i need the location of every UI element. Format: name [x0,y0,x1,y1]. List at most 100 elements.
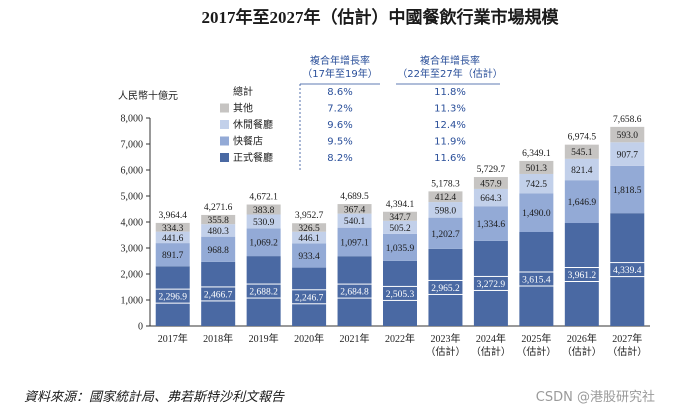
data-label: 2,466.7 [204,290,233,300]
data-label: 1,069.2 [249,239,278,249]
bar-segment [519,160,554,174]
data-label: 334.3 [162,224,184,234]
x-tick-note: （估計） [562,345,602,358]
bar-segment [428,202,463,218]
total-label: 6,349.1 [522,149,551,159]
x-tick-label: 2017年 [158,332,188,345]
x-tick-label: 2026年 [567,332,597,345]
total-label: 6,974.5 [568,133,597,143]
data-label: 412.4 [435,193,457,203]
total-label: 4,394.1 [386,200,415,210]
value-label-box [424,279,466,295]
bar-segment [246,228,281,257]
x-tick-label: 2020年 [294,332,324,345]
data-label: 1,490.0 [522,209,551,219]
data-label: 480.3 [207,227,229,237]
legend-label: 快餐店 [233,135,263,148]
y-tick-label: 2,000 [121,270,144,281]
total-label: 5,729.7 [477,165,506,175]
data-label: 367.4 [344,205,366,215]
x-tick-note: （估計） [607,345,647,358]
bar-segment [519,173,554,194]
bar-segment [428,217,463,249]
bar-segment [564,144,599,159]
total-label: 7,658.6 [613,115,642,125]
y-tick-label: 4,000 [121,218,144,229]
bar-segment [610,142,645,166]
legend-swatch [220,136,229,146]
data-label: 1,097.1 [340,238,369,248]
value-label-box [606,262,648,278]
data-label: 598.0 [435,206,457,216]
total-label: 3,952.7 [295,211,324,221]
bar-segment [564,223,599,326]
data-label: 2,684.8 [340,288,369,298]
value-label-box [152,288,194,304]
x-tick-note: （估計） [516,345,556,358]
total-label: 4,689.5 [340,192,369,202]
y-axis-label: 人民幣十億元 [118,89,178,102]
bar-segment [473,240,508,326]
data-label: 355.8 [207,216,229,226]
bar-segment [246,214,281,229]
legend-label: 總計 [233,85,253,98]
bar-segment [337,256,372,326]
bar-segment [519,193,554,232]
data-label: 505.2 [389,224,411,234]
y-tick-label: 1,000 [121,296,144,307]
bar-segment [473,177,508,189]
x-tick-label: 2021年 [340,332,370,345]
cagr-header-1-line-1: 複合年增長率 [310,54,370,67]
value-label-box [379,285,421,301]
cagr-header-2-line-2: （22年至27年（估計） [397,67,502,80]
data-label: 821.4 [571,166,593,176]
data-label: 593.0 [617,131,639,141]
total-label: 5,178.3 [431,179,460,189]
bar-segment [155,266,190,326]
bar-segment [428,248,463,326]
x-tick-label: 2025年 [521,332,551,345]
data-label: 530.9 [253,218,275,228]
data-label: 446.1 [298,234,320,244]
cagr-value: 7.2% [327,104,352,115]
data-label: 907.7 [617,151,639,161]
data-label: 4,339.4 [613,266,642,276]
x-tick-label: 2018年 [203,332,233,345]
data-label: 664.3 [480,194,502,204]
watermark: CSDN @港股研究社 [536,389,655,405]
y-tick-label: 5,000 [121,192,144,203]
data-label: 3,961.2 [568,271,597,281]
data-label: 968.8 [207,246,229,256]
bar-segment [564,158,599,181]
cagr-value: 8.2% [327,153,352,164]
cagr-value: 9.6% [327,120,352,131]
x-tick-label: 2027年 [612,332,642,345]
x-tick-note: （估計） [425,345,465,358]
bar-segment [428,191,463,203]
data-label: 3,615.4 [522,275,551,285]
data-label: 1,035.9 [386,244,415,254]
data-label: 1,334.6 [477,220,506,230]
y-tick-label: 3,000 [121,244,144,255]
data-label: 383.8 [253,206,275,216]
bar-segment [383,211,417,221]
bar-segment [383,233,417,261]
legend-swatch [220,153,229,162]
data-label: 891.7 [162,251,184,261]
bar-segment [246,204,281,215]
value-label-box [334,283,376,299]
legend-swatch [220,120,229,129]
bar-segment [292,243,327,268]
legend-label: 正式餐廳 [233,151,273,164]
cagr-value: 11.3% [434,104,466,115]
data-label: 540.1 [344,217,366,227]
bar-segment [201,261,236,326]
bar-segment [155,222,190,232]
data-label: 326.5 [298,224,320,234]
cagr-value: 8.6% [327,87,352,98]
data-label: 2,296.9 [158,293,187,303]
bar-segment [201,224,236,237]
y-tick-label: 8,000 [121,114,144,125]
